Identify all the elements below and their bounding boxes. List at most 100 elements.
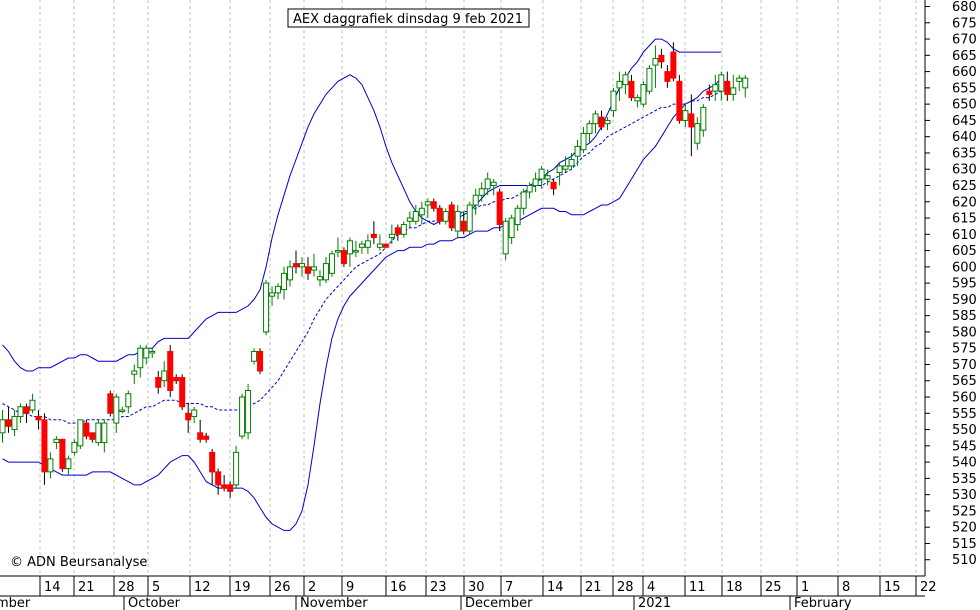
x-tick-label: 25 (765, 580, 782, 595)
month-label: October (128, 596, 181, 610)
candle (47, 452, 54, 479)
candle (736, 74, 743, 92)
candle-body-up (281, 272, 288, 291)
candle-body-up (712, 84, 719, 92)
candle-body-up (53, 438, 60, 444)
candle-body-up (406, 217, 413, 222)
candle (610, 87, 617, 118)
candle (616, 71, 623, 101)
x-tick-label: 26 (274, 580, 291, 595)
candle-body-down (598, 116, 605, 128)
candle (628, 74, 635, 101)
candle (328, 250, 335, 277)
candle-body-down (676, 80, 683, 121)
candle (376, 234, 383, 251)
candle-body-up (352, 250, 359, 253)
month-label: December (465, 596, 533, 610)
candle-body-up (17, 406, 24, 418)
candle (688, 94, 695, 157)
y-tick-label: 515 (952, 537, 977, 552)
y-tick-label: 585 (952, 309, 977, 324)
candle-body-down (89, 432, 96, 440)
candle-body-up (346, 240, 353, 255)
candle-body-up (287, 266, 294, 281)
y-tick-label: 540 (952, 456, 977, 471)
candle (185, 403, 192, 433)
candle (514, 205, 521, 232)
candle-body-up (233, 451, 240, 486)
candle-body-down (293, 263, 300, 268)
candle (35, 410, 42, 430)
candle (598, 110, 605, 131)
candle (257, 348, 264, 375)
y-tick-label: 610 (952, 228, 977, 243)
x-axis: 14 21 28 5 12 19 26 2 9 16 23 30 7 14 21 28 4 11 18 25 1 8 15 2… (0, 576, 937, 610)
candle-body-up (149, 350, 156, 354)
x-tick-label: 14 (44, 580, 61, 595)
candle (239, 393, 246, 440)
candle-body-up (490, 181, 497, 186)
x-tick-label: 15 (884, 580, 901, 595)
candle (508, 214, 515, 245)
candle (119, 406, 126, 414)
y-tick-label: 520 (952, 521, 977, 536)
y-tick-label: 560 (952, 391, 977, 406)
candle-body-up (47, 458, 54, 473)
candle-body-up (412, 211, 419, 222)
candle-body-down (706, 90, 713, 95)
candle-body-up (77, 419, 84, 447)
candle (310, 253, 317, 277)
y-tick-label: 655 (952, 81, 977, 96)
candle (29, 393, 36, 414)
candle-body-up (610, 90, 617, 112)
candle (71, 439, 78, 456)
candle (412, 205, 419, 225)
candle-body-down (340, 250, 347, 265)
candle (670, 42, 677, 82)
candle-body-up (478, 188, 485, 196)
candle-body-up (316, 276, 323, 281)
y-tick-label: 625 (952, 179, 977, 194)
candle (466, 201, 473, 235)
candle (448, 201, 455, 232)
y-tick-label: 640 (952, 130, 977, 145)
candle-body-up (700, 106, 707, 131)
candle (388, 224, 395, 245)
candle (304, 257, 311, 280)
candle (197, 419, 204, 443)
candle (490, 178, 497, 196)
candle (346, 237, 353, 267)
candle (568, 152, 575, 170)
candle-body-down (185, 412, 192, 421)
candle-body-up (299, 263, 305, 268)
y-tick-label: 510 (952, 553, 977, 568)
x-tick-label: 8 (842, 580, 850, 595)
month-label: mber (0, 596, 31, 610)
candle-body-up (640, 84, 647, 105)
candle-body-up (95, 422, 102, 444)
candle-body-up (454, 211, 461, 232)
candle-body-down (496, 191, 503, 226)
candle (293, 250, 300, 274)
candle (251, 348, 258, 365)
candle-body-up (526, 184, 533, 193)
candle-body-down (173, 376, 180, 382)
candle (472, 188, 479, 215)
candle-body-up (532, 178, 539, 186)
candle (41, 413, 48, 485)
x-tick-label: 4 (647, 580, 655, 595)
candle-body-up (11, 416, 18, 431)
month-label: 2021 (638, 596, 671, 610)
candle (538, 165, 545, 189)
candle-body-up (334, 250, 341, 253)
candle-body-down (304, 266, 311, 274)
candle (95, 419, 102, 446)
candle-body-down (221, 484, 228, 489)
y-tick-label: 525 (952, 504, 977, 519)
candle-body-up (239, 396, 246, 437)
candle-body-up (310, 266, 317, 271)
candle (215, 468, 222, 495)
candle-body-up (742, 77, 749, 89)
candle (269, 286, 276, 306)
